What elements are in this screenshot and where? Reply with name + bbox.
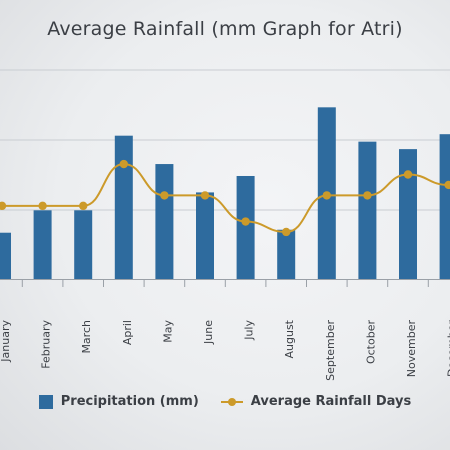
line-point <box>0 201 7 211</box>
x-tick-label: March <box>80 320 93 354</box>
line-point <box>200 191 210 200</box>
x-tick-labels: January February March April May June July Augu… <box>0 319 450 380</box>
x-tick-label: July <box>243 320 256 341</box>
line-point <box>241 217 250 226</box>
x-tick-label: October <box>364 320 377 364</box>
bar <box>74 210 93 279</box>
legend-item-rainfall-days[interactable]: Average Rainfall Days <box>220 394 412 409</box>
bar <box>399 149 417 279</box>
x-tick-label: September <box>324 320 337 381</box>
line-point <box>119 159 128 169</box>
line-point <box>363 191 372 200</box>
bar <box>0 232 11 279</box>
bar <box>33 210 52 279</box>
line-point <box>79 201 88 211</box>
x-tick-label: November <box>405 320 418 378</box>
x-tick-label: April <box>121 320 134 345</box>
legend-item-precipitation[interactable]: Precipitation (mm) <box>38 394 199 409</box>
bar-series <box>0 107 450 279</box>
rainfall-days-swatch <box>220 395 243 409</box>
legend-label-rainfall-days: Average Rainfall Days <box>250 394 412 409</box>
bar <box>196 192 214 279</box>
rainfall-days-line <box>1 163 449 233</box>
line-point <box>282 227 291 237</box>
bar <box>358 141 377 279</box>
bar <box>439 134 450 279</box>
bar <box>277 229 296 279</box>
line-point <box>160 191 169 200</box>
precipitation-swatch <box>38 394 53 409</box>
legend-label-precipitation: Precipitation (mm) <box>60 394 199 409</box>
x-tick-label: December <box>446 320 450 378</box>
chart-title: Average Rainfall (mm Graph for Atri) <box>47 18 403 40</box>
x-tick-label: August <box>283 319 296 358</box>
x-tick-label: January <box>0 320 12 363</box>
x-tick-label: May <box>161 320 174 343</box>
bar <box>155 164 174 279</box>
x-tick-label: February <box>40 320 53 369</box>
line-point <box>403 170 413 179</box>
line-point <box>38 201 47 211</box>
x-tick-label: June <box>202 320 215 345</box>
legend: Precipitation (mm) Average Rainfall Days <box>0 394 450 409</box>
bar <box>114 135 133 279</box>
x-axis <box>0 279 450 287</box>
line-point <box>322 191 331 200</box>
bar <box>236 175 255 279</box>
line-series <box>0 159 450 237</box>
line-point <box>444 180 450 190</box>
